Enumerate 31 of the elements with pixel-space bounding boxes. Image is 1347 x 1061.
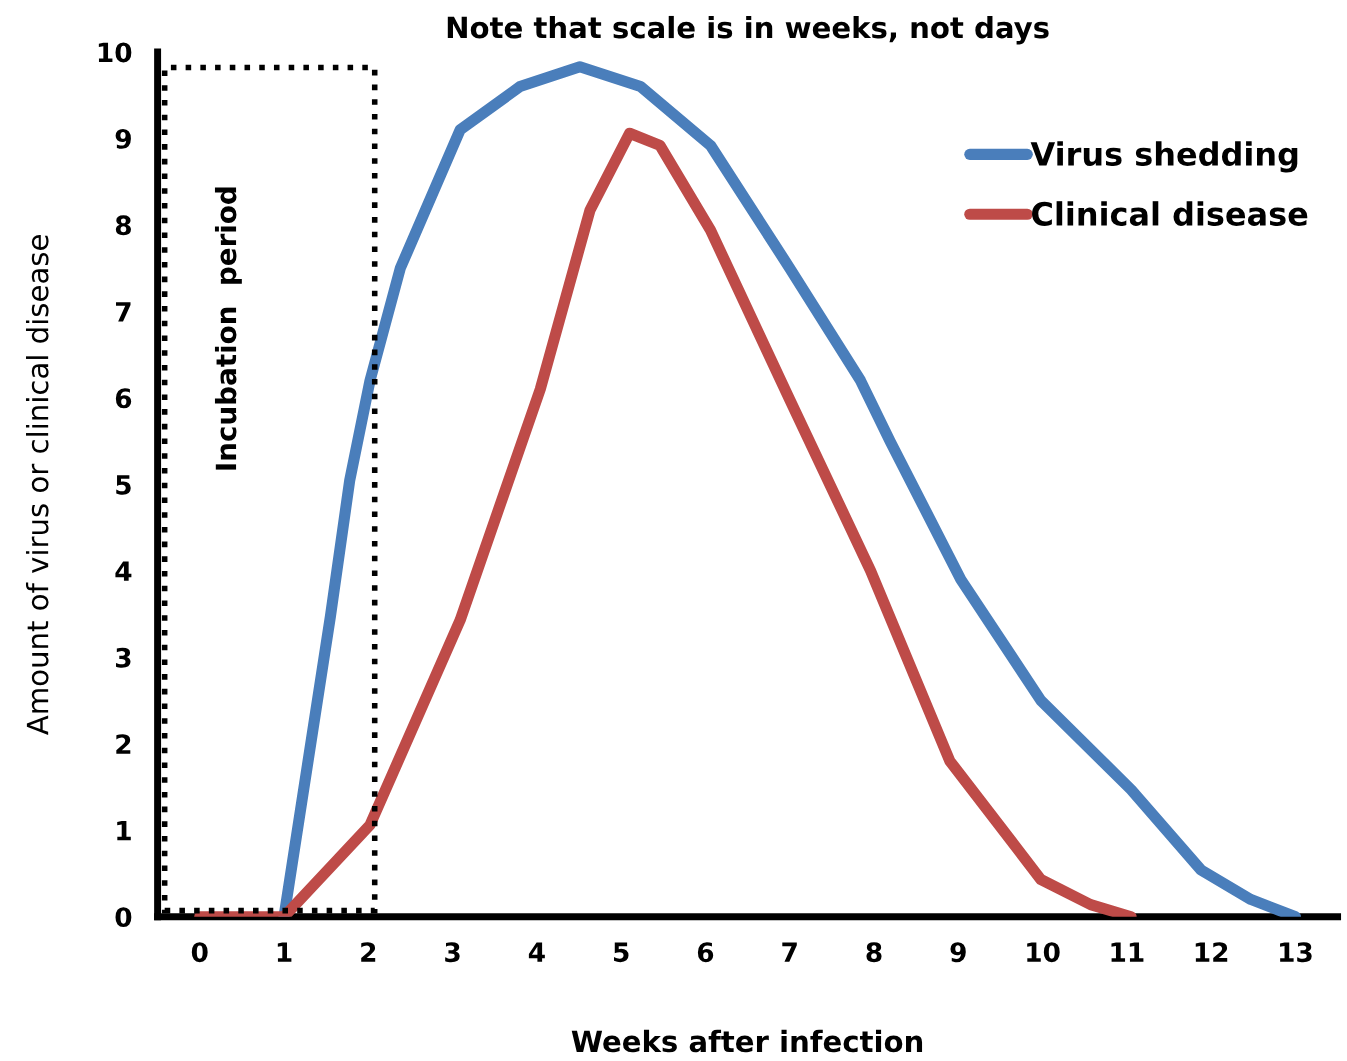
y-tick-label: 6 (115, 388, 132, 409)
y-axis-title: Amount of virus or clinical disease (25, 235, 49, 735)
y-tick-label: 8 (115, 215, 131, 236)
x-tick-label: 5 (614, 942, 629, 963)
x-tick-label: 6 (697, 942, 714, 963)
y-tick-label: 3 (116, 647, 131, 668)
y-tick-label: 9 (115, 128, 131, 149)
x-tick-label: 12 (1195, 942, 1228, 962)
y-tick-label: 5 (116, 475, 131, 495)
y-tick-label: 7 (116, 302, 131, 322)
chart-title: Note that scale is in weeks, not days (447, 15, 1049, 45)
x-tick-label: 13 (1280, 942, 1312, 963)
legend-label: Virus shedding (1030, 141, 1298, 173)
x-axis-title: Weeks after infection (571, 1029, 923, 1053)
x-tick-label: 8 (866, 942, 882, 963)
x-tick-label: 0 (191, 942, 208, 963)
y-tick-label: 10 (98, 42, 132, 63)
y-tick-label: 2 (116, 734, 131, 754)
y-tick-label: 4 (115, 561, 132, 581)
x-tick-label: 10 (1027, 942, 1060, 963)
y-tick-label: 0 (115, 907, 132, 928)
x-tick-label: 7 (782, 942, 797, 962)
annotation: Incubation period (214, 187, 242, 470)
x-tick-label: 11 (1111, 942, 1144, 962)
legend-label: Clinical disease (1032, 201, 1308, 226)
x-tick-label: 1 (277, 942, 292, 962)
y-tick-label: 1 (117, 821, 131, 841)
x-tick-label: 4 (528, 942, 545, 962)
x-tick-label: 2 (361, 942, 376, 962)
x-tick-label: 3 (445, 942, 460, 963)
x-tick-label: 9 (950, 942, 966, 963)
